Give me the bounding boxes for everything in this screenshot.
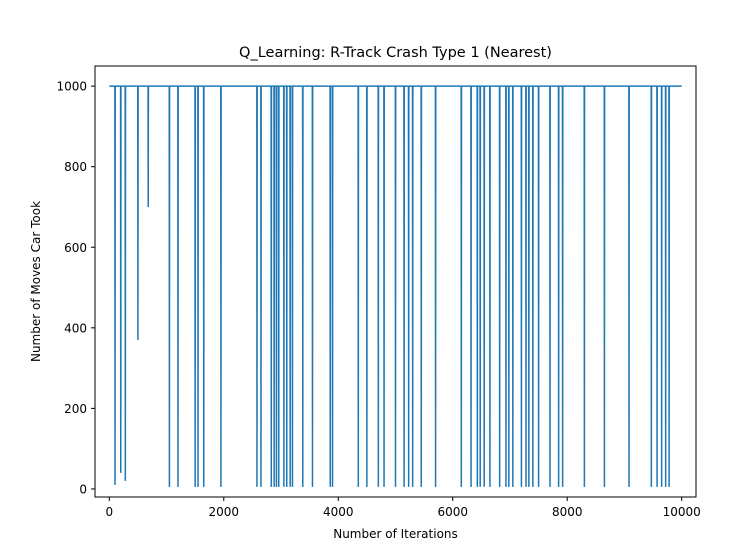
y-tick-label: 800 bbox=[64, 160, 87, 174]
x-tick-label: 4000 bbox=[323, 505, 354, 519]
y-axis: 0 200 400 600 800 1000 bbox=[56, 80, 95, 496]
x-tick-label: 8000 bbox=[552, 505, 583, 519]
y-tick-label: 600 bbox=[64, 241, 87, 255]
x-axis: 0 2000 4000 6000 8000 10000 bbox=[105, 497, 701, 519]
series-line bbox=[109, 85, 682, 487]
x-tick-label: 2000 bbox=[209, 505, 240, 519]
y-tick-label: 0 bbox=[79, 482, 87, 496]
y-tick-label: 1000 bbox=[56, 80, 87, 94]
y-axis-label: Number of Moves Car Took bbox=[29, 201, 43, 362]
y-tick-label: 200 bbox=[64, 402, 87, 416]
x-tick-label: 6000 bbox=[437, 505, 468, 519]
axes-frame bbox=[94, 65, 697, 498]
plot-area bbox=[109, 85, 682, 487]
x-tick-label: 10000 bbox=[663, 505, 701, 519]
chart-title: Q_Learning: R-Track Crash Type 1 (Neares… bbox=[239, 45, 552, 61]
x-axis-label: Number of Iterations bbox=[333, 527, 458, 541]
x-tick-label: 0 bbox=[105, 505, 113, 519]
y-tick-label: 400 bbox=[64, 321, 87, 335]
